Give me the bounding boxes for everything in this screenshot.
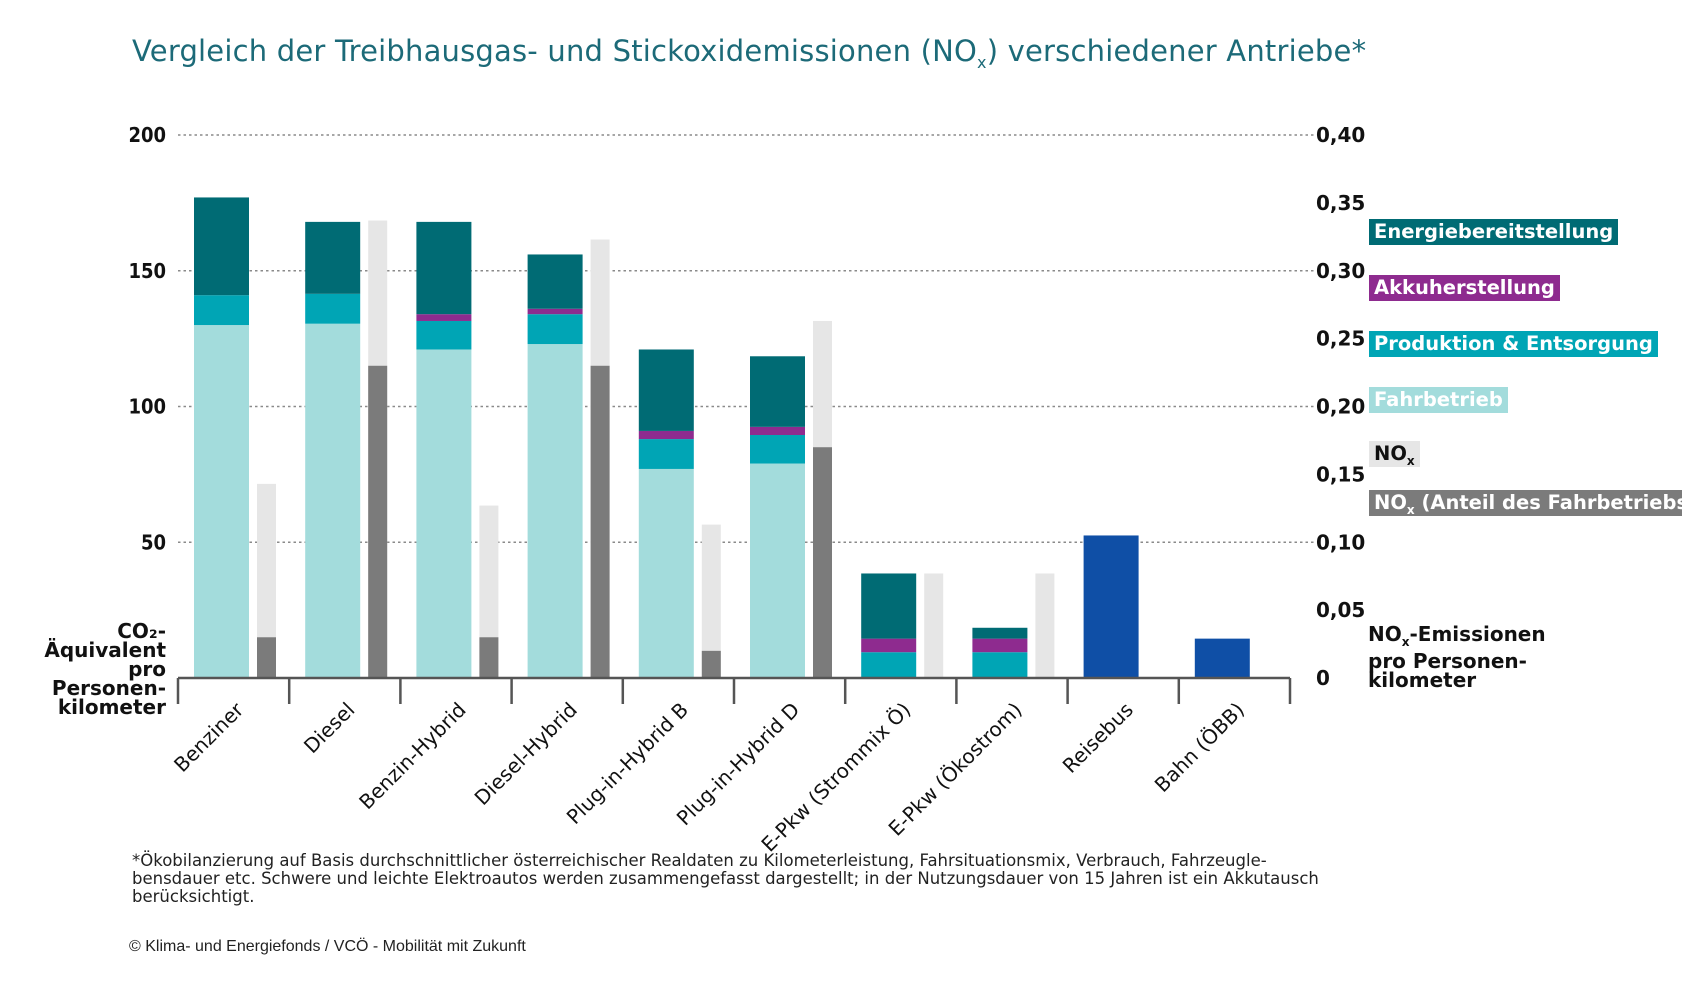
y-right-tick-label: 0,15 [1316, 462, 1365, 486]
bar-akkuherstellung [972, 638, 1028, 653]
y-left-tick-label: 100 [128, 395, 166, 419]
x-axis [176, 676, 1292, 704]
bar-akkuherstellung [861, 638, 917, 653]
x-tick-label: Benzin-Hybrid [354, 698, 470, 814]
legend-produktion-entsorgung: Produktion & Entsorgung [1369, 331, 1658, 357]
y-right-tick-label: 0,40 [1316, 123, 1365, 147]
bar-fahrbetrieb [638, 468, 694, 678]
y-axis-left-label: CO₂-Äquivalent pro Personen- kilometer [44, 619, 166, 719]
bar-nox [257, 483, 276, 678]
bar-fahrbetrieb [527, 344, 583, 678]
bar-co2-total [1083, 535, 1139, 678]
x-tick-label: Plug-in-Hybrid B [562, 698, 693, 829]
bar-produktion-entsorgung [194, 295, 249, 326]
y-right-tick-label: 0,30 [1316, 259, 1365, 283]
bar-co2-total [1194, 638, 1250, 678]
bar-produktion-entsorgung [750, 435, 805, 464]
bars [194, 197, 1250, 678]
bar-nox-fahrbetrieb [701, 650, 721, 678]
credit: © Klima- und Energiefonds / VCÖ - Mobili… [129, 938, 526, 955]
y-right-tick-label: 0,10 [1316, 530, 1365, 554]
bar-nox-fahrbetrieb [590, 365, 610, 678]
bar-akkuherstellung [638, 430, 694, 440]
bar-produktion-entsorgung [972, 652, 1028, 678]
y-left-tick-label: 50 [141, 530, 166, 554]
y-right-tick-label: 0,25 [1316, 327, 1365, 351]
bar-akkuherstellung [750, 426, 805, 436]
bar-nox [924, 573, 944, 678]
bar-produktion-entsorgung [861, 652, 917, 678]
x-tick-label: Bahn (ÖBB) [1150, 698, 1249, 797]
bar-energiebereitstellung [972, 627, 1028, 639]
bar-fahrbetrieb [305, 323, 361, 678]
bar-energiebereitstellung [638, 349, 694, 431]
bar-nox-fahrbetrieb [368, 365, 388, 678]
y-right-tick-label: 0 [1316, 666, 1330, 690]
y-right-tick-label: 0,20 [1316, 395, 1365, 419]
bar-produktion-entsorgung [638, 439, 694, 469]
bar-fahrbetrieb [750, 463, 805, 678]
legend-nox-fahrbetrieb: NOx (Anteil des Fahrbetriebs) [1369, 490, 1682, 517]
bar-nox-fahrbetrieb [813, 447, 832, 678]
bar-produktion-entsorgung [416, 320, 472, 350]
legend-energiebereitstellung: Energiebereitstellung [1369, 219, 1619, 245]
bar-energiebereitstellung [750, 356, 805, 427]
bar-fahrbetrieb [194, 325, 249, 678]
x-tick-label: Plug-in-Hybrid D [672, 698, 805, 831]
bar-akkuherstellung [527, 308, 583, 315]
y-axis-left-ticks: 200 150 100 50 [128, 123, 166, 554]
y-axis-right-ticks: 0,40 0,35 0,30 0,25 0,20 0,15 0,10 0,05 0 [1316, 123, 1365, 690]
bar-energiebereitstellung [861, 573, 917, 639]
footnote: *Ökobilanzierung auf Basis durchschnittl… [132, 851, 1319, 906]
bar-nox [701, 524, 721, 678]
x-tick-label: Diesel [299, 698, 359, 758]
bar-produktion-entsorgung [527, 314, 583, 345]
y-left-tick-label: 200 [128, 123, 166, 147]
bar-nox [1035, 573, 1055, 678]
bar-produktion-entsorgung [305, 293, 361, 324]
legend-fahrbetrieb: Fahrbetrieb [1369, 387, 1508, 413]
bar-energiebereitstellung [305, 221, 361, 294]
y-right-tick-label: 0,35 [1316, 191, 1365, 215]
bar-nox [479, 505, 499, 678]
bar-akkuherstellung [416, 314, 472, 321]
bar-energiebereitstellung [194, 197, 249, 296]
bar-energiebereitstellung [416, 221, 472, 315]
bar-energiebereitstellung [527, 254, 583, 309]
x-tick-label: Benziner [169, 697, 249, 777]
legend-nox: NOx [1369, 441, 1420, 468]
chart-title: Vergleich der Treibhausgas- und Stickoxi… [132, 34, 1367, 72]
x-tick-label: Reisebus [1058, 698, 1138, 778]
y-left-tick-label: 150 [128, 259, 166, 283]
y-right-tick-label: 0,05 [1316, 598, 1365, 622]
x-axis-category-labels: Benziner DieselBenzin-HybridDiesel-Hybrid… [169, 697, 1249, 857]
x-tick-label: Diesel-Hybrid [470, 698, 582, 810]
bar-nox-fahrbetrieb [257, 637, 276, 678]
legend-akkuherstellung: Akkuherstellung [1369, 275, 1560, 301]
bar-fahrbetrieb [416, 349, 472, 678]
y-axis-right-label: NOx-Emissionen pro Personen- kilometer [1368, 622, 1546, 692]
bar-nox-fahrbetrieb [479, 637, 499, 678]
